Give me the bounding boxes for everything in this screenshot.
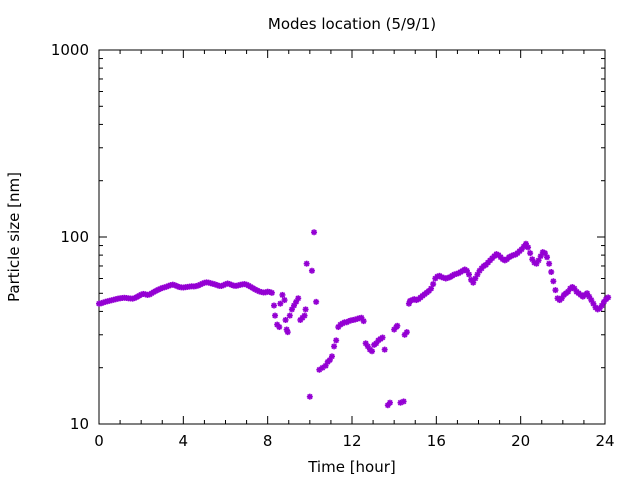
y-tick-label: 1000 bbox=[51, 41, 89, 59]
data-point bbox=[381, 346, 388, 353]
data-point bbox=[333, 337, 340, 344]
data-point bbox=[276, 324, 283, 331]
data-point bbox=[527, 250, 534, 257]
data-point bbox=[386, 399, 393, 406]
data-point bbox=[360, 318, 367, 325]
x-tick-label: 20 bbox=[511, 432, 530, 450]
plot-frame bbox=[98, 49, 606, 425]
data-point bbox=[379, 334, 386, 341]
data-point bbox=[301, 312, 308, 319]
data-point bbox=[550, 278, 557, 285]
data-point bbox=[328, 353, 335, 360]
data-point bbox=[394, 322, 401, 329]
data-point bbox=[303, 260, 310, 267]
data-point bbox=[295, 295, 302, 302]
data-point bbox=[369, 348, 376, 355]
x-tick-label: 16 bbox=[427, 432, 446, 450]
y-tick-label: 10 bbox=[70, 415, 89, 433]
x-tick-label: 0 bbox=[94, 432, 104, 450]
data-point bbox=[270, 302, 277, 309]
data-point bbox=[403, 329, 410, 336]
y-tick-label: 100 bbox=[60, 228, 89, 246]
data-point bbox=[331, 343, 338, 350]
x-tick-label: 4 bbox=[179, 432, 189, 450]
data-point bbox=[548, 268, 555, 275]
data-point bbox=[546, 260, 553, 267]
data-point bbox=[605, 294, 612, 301]
x-tick-label: 24 bbox=[595, 432, 614, 450]
data-point bbox=[544, 254, 551, 261]
data-point bbox=[313, 298, 320, 305]
data-point bbox=[430, 281, 437, 288]
data-point bbox=[470, 279, 477, 286]
data-point bbox=[279, 291, 286, 298]
data-point bbox=[286, 312, 293, 319]
axis-ticks: 0 4 8 12 16 20 24 10 100 1000 bbox=[51, 41, 615, 450]
data-point bbox=[281, 297, 288, 304]
x-axis-label: Time [hour] bbox=[307, 458, 396, 476]
data-point bbox=[466, 271, 473, 278]
x-tick-label: 8 bbox=[263, 432, 273, 450]
data-point bbox=[552, 287, 559, 294]
data-point bbox=[284, 329, 291, 336]
data-point bbox=[525, 244, 532, 251]
data-point bbox=[306, 393, 313, 400]
data-point bbox=[277, 300, 284, 307]
data-point bbox=[282, 316, 289, 323]
data-point bbox=[400, 398, 407, 405]
chart-title: Modes location (5/9/1) bbox=[268, 15, 436, 33]
data-point bbox=[272, 312, 279, 319]
data-points bbox=[96, 229, 612, 409]
data-point bbox=[268, 289, 275, 296]
data-point bbox=[302, 306, 309, 313]
data-point bbox=[311, 229, 318, 236]
x-tick-label: 12 bbox=[342, 432, 361, 450]
data-point bbox=[428, 285, 435, 292]
y-axis-label: Particle size [nm] bbox=[5, 172, 23, 302]
data-point bbox=[308, 267, 315, 274]
